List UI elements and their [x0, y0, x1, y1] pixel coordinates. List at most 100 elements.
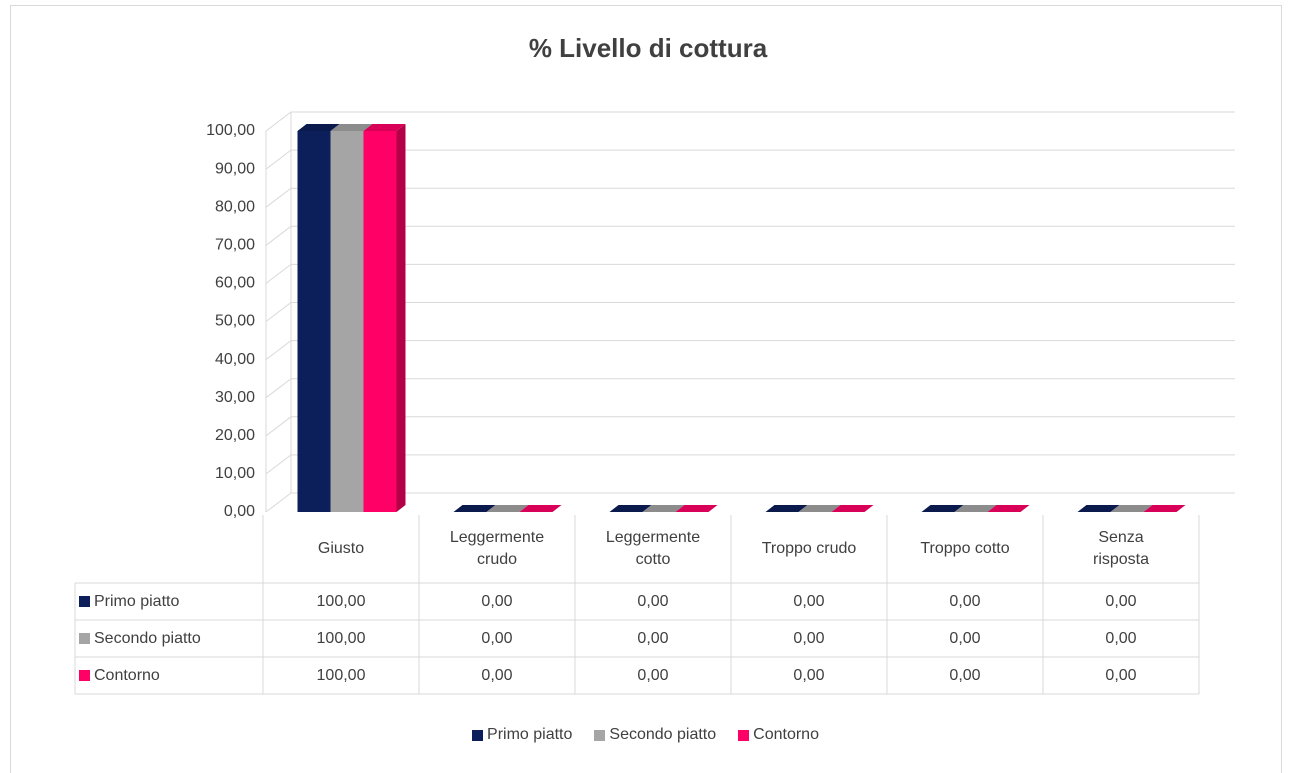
grid-line: [265, 111, 1235, 132]
bar-top: [330, 124, 373, 131]
category-label: Troppo crudo: [731, 515, 887, 583]
bar-top: [486, 505, 529, 512]
legend: Primo piatto Secondo piatto Contorno: [0, 726, 1291, 744]
bar: [1077, 505, 1120, 512]
table-value: 0,00: [1105, 666, 1137, 684]
grid-line: [265, 454, 1235, 475]
legend-label: Contorno: [753, 726, 819, 743]
grid-line-segment: [265, 340, 1235, 360]
bar: [798, 505, 841, 512]
grid-line-segment: [265, 454, 1235, 475]
bar: [921, 505, 964, 512]
grid-line: [265, 378, 1235, 399]
row-swatch: [79, 633, 90, 644]
bar: [1143, 505, 1186, 512]
category-text: Leggermente cotto: [605, 529, 701, 568]
bar-top: [642, 505, 685, 512]
table-value: 0,00: [637, 592, 669, 610]
y-tick-label: 90,00: [215, 160, 255, 177]
table-value: 0,00: [637, 666, 669, 684]
y-tick-label: 80,00: [215, 198, 255, 215]
row-name: Contorno: [94, 666, 160, 684]
row-header: Contorno: [79, 657, 263, 694]
chart-title: % Livello di cottura: [529, 33, 768, 63]
legend-label: Primo piatto: [487, 726, 573, 743]
grid-line-segment: [265, 149, 1235, 170]
y-tick-label: 20,00: [215, 427, 255, 444]
bar: [765, 505, 808, 512]
bar: [453, 505, 496, 512]
grid-line: [265, 340, 1235, 360]
bar-top: [798, 505, 841, 512]
category-text: Senza risposta: [1092, 529, 1150, 568]
legend-swatch: [472, 729, 484, 741]
table-value: 0,00: [949, 592, 981, 610]
bar-top: [453, 505, 496, 512]
bar-side: [396, 124, 406, 512]
bar-top: [831, 505, 874, 512]
bar: [642, 505, 685, 512]
y-tick-label: 60,00: [215, 275, 255, 292]
row-name: Primo piatto: [94, 592, 180, 610]
grid-line-segment: [265, 492, 1235, 513]
grid-line-segment: [265, 416, 1235, 437]
bar-top: [987, 505, 1030, 512]
grid-line-segment: [265, 302, 1235, 322]
bar: [363, 124, 406, 512]
y-tick-label: 70,00: [215, 237, 255, 254]
bar-top: [921, 505, 964, 512]
legend-swatch: [594, 729, 606, 741]
y-tick-label: 10,00: [215, 465, 255, 482]
bar: [831, 505, 874, 512]
bar-top: [675, 505, 718, 512]
bar-top: [519, 505, 562, 512]
chart-frame: [10, 5, 1282, 773]
y-tick-label: 50,00: [215, 313, 255, 330]
table-value: 0,00: [949, 629, 981, 647]
bar: [486, 505, 529, 512]
bar: [609, 505, 652, 512]
bar-front: [330, 131, 364, 512]
grid-line-segment: [265, 225, 1235, 246]
y-tick-label: 30,00: [215, 389, 255, 406]
legend-item: Primo piatto: [472, 726, 572, 744]
table-value: 0,00: [1105, 592, 1137, 610]
grid-line-segment: [265, 111, 1235, 132]
table-value: 0,00: [793, 629, 825, 647]
bar: [675, 505, 718, 512]
bar-top: [765, 505, 808, 512]
grid-line: [265, 416, 1235, 437]
bar-top: [1143, 505, 1186, 512]
grid-line-segment: [265, 263, 1235, 284]
table-value: 0,00: [481, 592, 513, 610]
y-tick-label: 0,00: [224, 503, 255, 520]
bar: [1110, 505, 1153, 512]
category-text: Leggermente crudo: [449, 529, 545, 568]
bar: [987, 505, 1030, 512]
bar-top: [609, 505, 652, 512]
category-label: Troppo cotto: [887, 515, 1043, 583]
table-value: 0,00: [949, 666, 981, 684]
category-text: Troppo crudo: [761, 540, 857, 557]
bar-front: [297, 131, 331, 512]
table-value: 0,00: [637, 629, 669, 647]
bar: [519, 505, 562, 512]
bar-top: [363, 124, 406, 131]
table-value: 0,00: [481, 666, 513, 684]
category-label: Leggermente cotto: [575, 515, 731, 583]
table-value: 100,00: [316, 629, 366, 647]
bar-top: [1077, 505, 1120, 512]
category-label: Senza risposta: [1043, 515, 1199, 583]
table-value: 100,00: [316, 666, 366, 684]
row-swatch: [79, 596, 90, 607]
grid-line: [265, 302, 1235, 322]
row-header: Secondo piatto: [79, 620, 263, 657]
bar-top: [297, 124, 340, 131]
category-label: Leggermente crudo: [419, 515, 575, 583]
grid-line: [265, 149, 1235, 170]
table-value: 100,00: [316, 592, 366, 610]
table-value: 0,00: [1105, 629, 1137, 647]
y-tick-label: 100,00: [206, 122, 255, 139]
row-swatch: [79, 670, 90, 681]
row-name: Secondo piatto: [94, 629, 201, 647]
